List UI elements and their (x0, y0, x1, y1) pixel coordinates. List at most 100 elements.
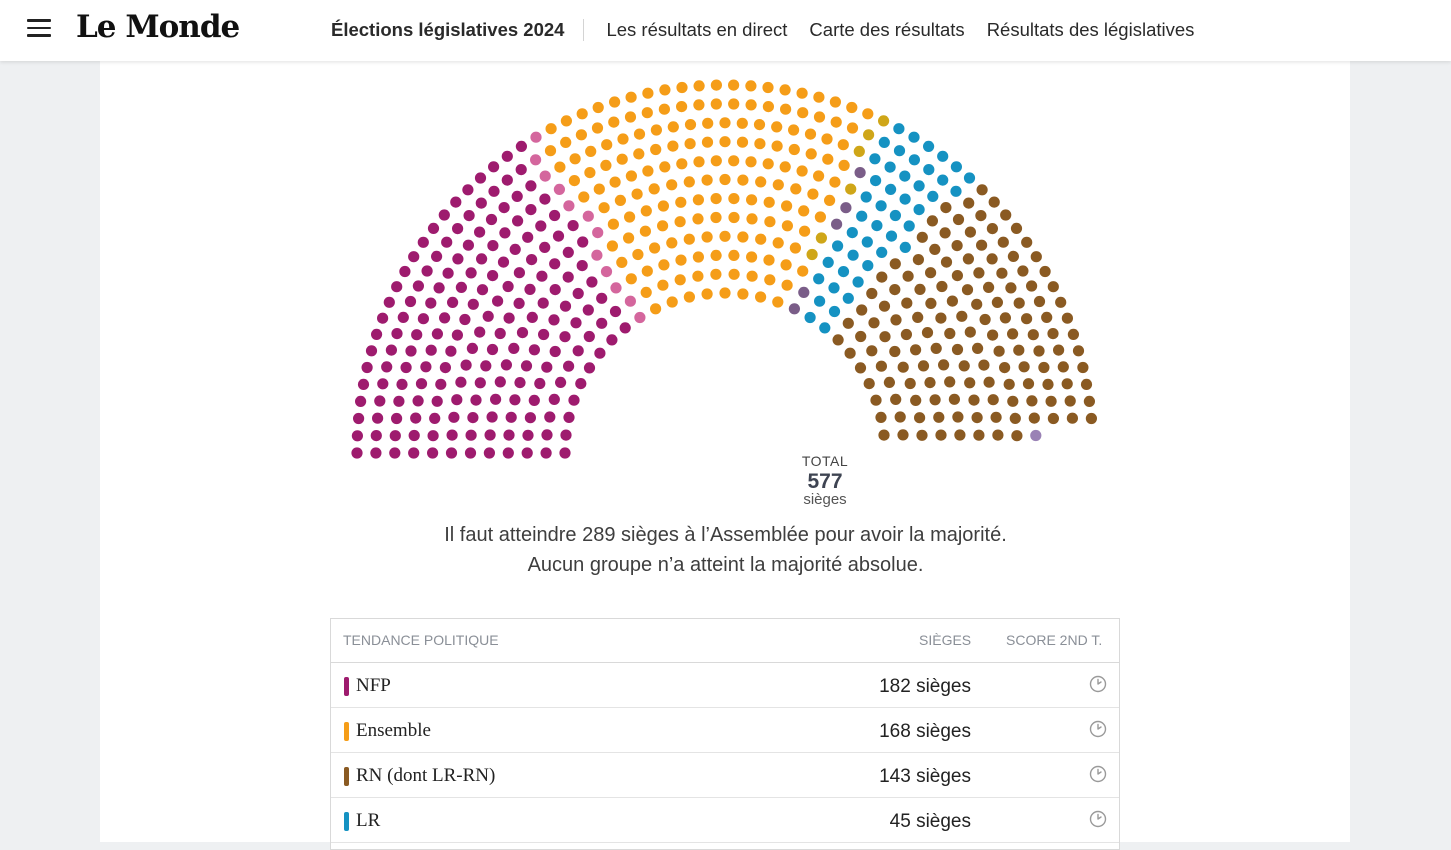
seat-dot[interactable] (357, 378, 370, 390)
seat-dot[interactable] (764, 274, 776, 286)
seat-dot[interactable] (976, 239, 988, 251)
seat-dot[interactable] (425, 344, 437, 356)
seat-dot[interactable] (624, 211, 636, 223)
seat-dot[interactable] (964, 377, 976, 389)
seat-dot[interactable] (520, 360, 533, 372)
seat-dot[interactable] (1011, 430, 1023, 442)
seat-dot[interactable] (973, 429, 985, 441)
seat-dot[interactable] (938, 359, 950, 371)
seat-dot[interactable] (728, 98, 740, 110)
seat-dot[interactable] (410, 412, 422, 424)
seat-dot[interactable] (912, 311, 924, 323)
seat-dot[interactable] (509, 243, 521, 255)
seat-dot[interactable] (1010, 222, 1023, 234)
seat-dot[interactable] (951, 240, 963, 252)
seat-dot[interactable] (728, 193, 740, 205)
seat-dot[interactable] (497, 256, 510, 268)
seat-dot[interactable] (639, 225, 652, 237)
seat-dot[interactable] (482, 310, 494, 322)
seat-dot[interactable] (797, 107, 809, 119)
seat-dot[interactable] (983, 281, 995, 293)
seat-dot[interactable] (764, 216, 776, 228)
seat-dot[interactable] (868, 317, 880, 329)
seat-dot[interactable] (625, 170, 638, 182)
seat-dot[interactable] (465, 429, 477, 441)
seat-dot[interactable] (840, 202, 852, 214)
seat-dot[interactable] (728, 211, 740, 224)
seat-dot[interactable] (863, 378, 875, 390)
seat-dot[interactable] (889, 345, 901, 358)
seat-dot[interactable] (997, 236, 1009, 248)
seat-dot[interactable] (534, 377, 546, 390)
seat-dot[interactable] (910, 394, 922, 406)
seat-dot[interactable] (600, 159, 612, 171)
seat-dot[interactable] (405, 345, 417, 357)
seat-dot[interactable] (383, 296, 395, 308)
seat-dot[interactable] (889, 209, 902, 222)
seat-dot[interactable] (693, 156, 705, 168)
seat-dot[interactable] (594, 347, 606, 359)
seat-dot[interactable] (501, 174, 513, 186)
seat-dot[interactable] (771, 140, 783, 152)
seat-dot[interactable] (755, 176, 767, 188)
seat-dot[interactable] (1045, 395, 1057, 407)
seat-dot[interactable] (568, 394, 580, 406)
seat-dot[interactable] (1061, 378, 1073, 390)
seat-dot[interactable] (625, 91, 637, 103)
seat-dot[interactable] (979, 313, 991, 326)
seat-dot[interactable] (788, 143, 800, 156)
seat-dot[interactable] (779, 161, 791, 173)
clock-icon[interactable] (1089, 810, 1107, 833)
seat-dot[interactable] (377, 378, 389, 390)
seat-dot[interactable] (897, 429, 909, 441)
seat-dot[interactable] (490, 393, 502, 405)
seat-dot[interactable] (555, 376, 567, 388)
seat-dot[interactable] (830, 116, 842, 128)
seat-dot[interactable] (710, 79, 723, 91)
seat-dot[interactable] (610, 282, 622, 294)
seat-dot[interactable] (361, 361, 373, 374)
seat-dot[interactable] (455, 281, 467, 293)
seat-dot[interactable] (391, 412, 403, 425)
seat-dot[interactable] (601, 139, 613, 151)
table-row[interactable]: LR 45 sièges (331, 798, 1119, 843)
seat-dot[interactable] (353, 412, 365, 425)
seat-dot[interactable] (442, 267, 454, 279)
seat-dot[interactable] (634, 311, 646, 324)
seat-dot[interactable] (524, 412, 536, 424)
seat-dot[interactable] (1038, 361, 1050, 374)
seat-dot[interactable] (772, 237, 784, 249)
seat-dot[interactable] (1030, 429, 1042, 442)
seat-dot[interactable] (459, 313, 471, 326)
seat-dot[interactable] (351, 447, 363, 459)
seat-dot[interactable] (956, 310, 968, 322)
seat-dot[interactable] (1013, 344, 1025, 356)
nav-link-results-map[interactable]: Carte des résultats (809, 19, 965, 40)
seat-dot[interactable] (1009, 412, 1021, 424)
seat-dot[interactable] (562, 271, 574, 283)
seat-dot[interactable] (592, 101, 604, 114)
seat-dot[interactable] (745, 80, 757, 92)
seat-dot[interactable] (746, 213, 758, 225)
seat-dot[interactable] (586, 276, 598, 288)
seat-dot[interactable] (806, 248, 818, 261)
seat-dot[interactable] (539, 241, 551, 253)
seat-dot[interactable] (1047, 281, 1059, 293)
seat-dot[interactable] (676, 158, 688, 170)
column-header-seats[interactable]: SIÈGES (919, 632, 972, 648)
seat-dot[interactable] (788, 124, 800, 136)
seat-dot[interactable] (822, 256, 834, 268)
seat-dot[interactable] (862, 108, 874, 120)
seat-dot[interactable] (1007, 395, 1019, 407)
seat-dot[interactable] (878, 300, 891, 312)
seat-dot[interactable] (609, 305, 622, 318)
seat-dot[interactable] (876, 271, 888, 283)
seat-dot[interactable] (512, 215, 524, 227)
seat-dot[interactable] (736, 136, 749, 148)
seat-dot[interactable] (993, 345, 1005, 357)
seat-dot[interactable] (878, 136, 890, 148)
seat-dot[interactable] (701, 136, 714, 148)
seat-dot[interactable] (596, 317, 608, 329)
seat-dot[interactable] (370, 447, 382, 459)
seat-dot[interactable] (923, 164, 935, 176)
